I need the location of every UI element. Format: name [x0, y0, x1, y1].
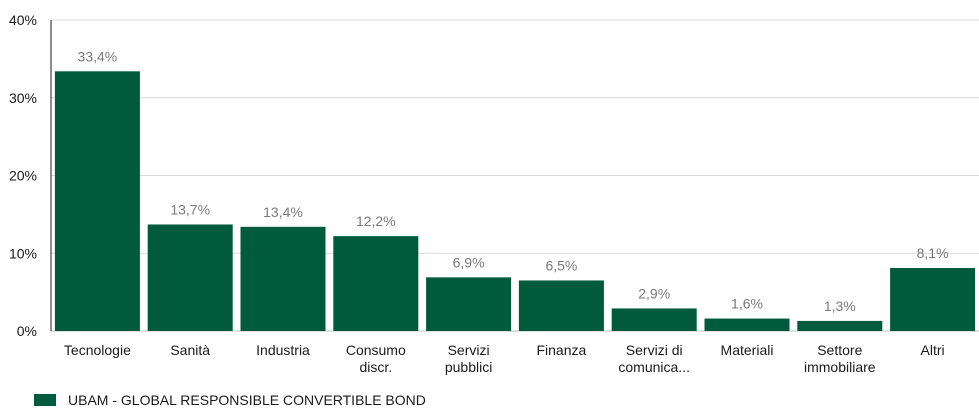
x-category-label: Sanità — [170, 342, 210, 358]
bar — [147, 224, 233, 331]
x-category-label-line: Consumo — [346, 342, 406, 358]
data-label: 6,5% — [545, 257, 577, 273]
y-tick-label: 20% — [9, 168, 37, 184]
data-label: 33,4% — [78, 48, 118, 64]
data-label: 12,2% — [356, 213, 396, 229]
x-category-label-line: Servizi — [448, 342, 490, 358]
data-label: 2,9% — [638, 285, 670, 301]
x-category-label: Finanza — [536, 342, 586, 358]
bar — [54, 71, 140, 331]
x-category-label: Consumo discr. — [346, 342, 406, 375]
y-tick-label: 30% — [9, 90, 37, 106]
y-tick-label: 10% — [9, 245, 37, 261]
x-category-label-line: immobiliare — [804, 359, 876, 375]
y-tick-label: 0% — [17, 323, 37, 339]
legend: UBAM - GLOBAL RESPONSIBLE CONVERTIBLE BO… — [34, 392, 426, 408]
y-tick-label: 40% — [9, 12, 37, 28]
data-label: 13,4% — [263, 204, 303, 220]
bar — [518, 280, 604, 331]
x-category-label: Industria — [256, 342, 310, 358]
data-label: 13,7% — [170, 201, 210, 217]
x-category-label-line: Servizi di — [626, 342, 683, 358]
x-category-label-line: comunica... — [618, 359, 690, 375]
x-category-label-line: discr. — [359, 359, 392, 375]
bar — [704, 318, 790, 331]
x-category-label-line: Sanità — [170, 342, 210, 358]
data-label: 6,9% — [453, 254, 485, 270]
x-category-label-line: Materiali — [721, 342, 774, 358]
bar — [797, 320, 883, 331]
x-category-label: Materiali — [721, 342, 774, 358]
x-category-label: Servizi di comunica... — [618, 342, 690, 375]
x-category-label-line: Industria — [256, 342, 310, 358]
bar — [240, 226, 326, 331]
bar — [426, 277, 512, 331]
data-label: 1,6% — [731, 296, 763, 312]
bar — [890, 268, 976, 331]
x-category-label-line: Tecnologie — [64, 342, 131, 358]
legend-label: UBAM - GLOBAL RESPONSIBLE CONVERTIBLE BO… — [68, 392, 426, 408]
x-category-label-line: Altri — [921, 342, 945, 358]
x-category-label: Altri — [921, 342, 945, 358]
x-category-label: Servizi pubblici — [445, 342, 492, 375]
bars — [54, 71, 976, 331]
bar — [333, 236, 419, 331]
x-category-label-line: Finanza — [536, 342, 586, 358]
bar — [611, 308, 697, 331]
data-labels: 33,4% 13,7% 13,4% 12,2% 6,9% 6,5% 2,9% 1,6% 1,3%… — [78, 48, 949, 314]
data-label: 1,3% — [824, 298, 856, 314]
x-axis-categories: Tecnologie Sanità Industria Consumo discr. Se… — [64, 342, 945, 375]
bar-chart: 0% 10% 20% 30% 40% 33,4% 13,7% 13,4% 12,2% 6,9% 6… — [9, 12, 979, 375]
y-axis-ticks: 0% 10% 20% 30% 40% — [9, 12, 37, 339]
x-category-label-line: pubblici — [445, 359, 492, 375]
data-label: 8,1% — [917, 245, 949, 261]
legend-swatch — [34, 394, 56, 406]
x-category-label: Tecnologie — [64, 342, 131, 358]
x-category-label-line: Settore — [817, 342, 862, 358]
x-category-label: Settore immobiliare — [804, 342, 876, 375]
